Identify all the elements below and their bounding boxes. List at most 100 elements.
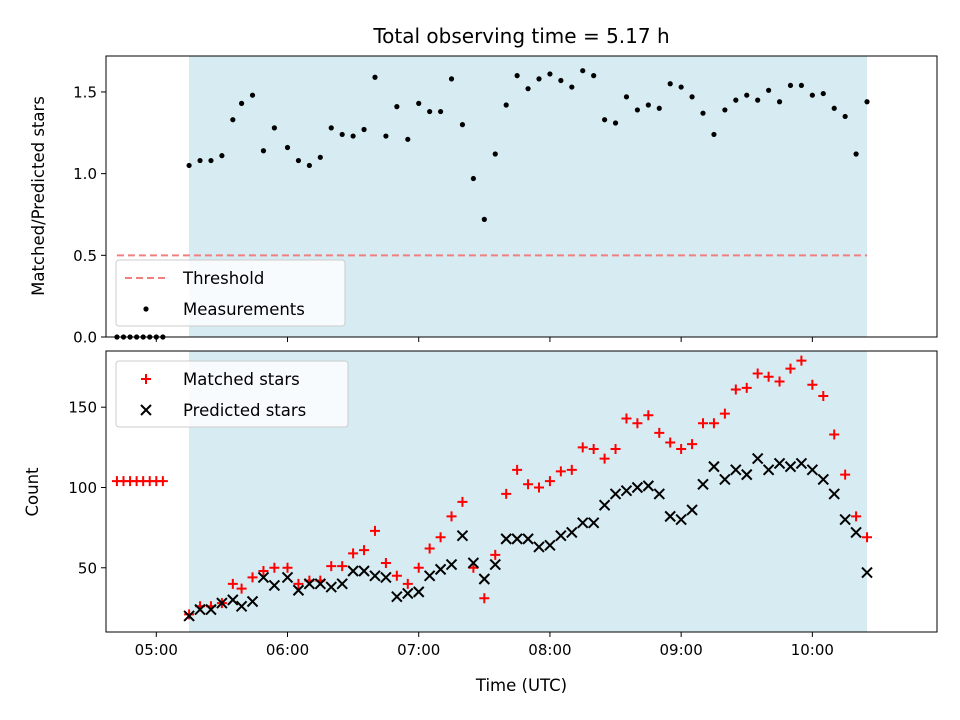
data-point [621,413,632,424]
data-point [730,464,742,476]
x-tick-label: 06:00 [266,641,309,659]
data-point [719,473,731,486]
data-point [785,363,796,374]
data-point [416,100,422,106]
data-point [380,557,391,568]
data-point [391,570,402,581]
data-point [468,562,479,573]
x-tick-label: 05:00 [135,641,178,659]
data-point [828,488,840,500]
data-point [512,464,523,475]
legend-bottom: Matched stars Predicted stars [115,360,349,428]
data-point [372,74,378,80]
data-point [186,162,192,169]
data-point [292,584,305,596]
data-point [809,92,815,98]
data-point [730,384,741,395]
data-point [511,533,523,545]
data-point [643,410,654,421]
data-point [347,565,359,577]
data-point [722,107,728,113]
legend-swatch [143,306,149,312]
data-point [850,526,862,539]
data-point [295,157,302,164]
data-point [842,113,848,120]
data-point [711,131,717,138]
data-point [391,590,403,603]
data-point [536,76,542,82]
axes-frame-top [105,55,938,338]
x-tick-label: 07:00 [397,641,440,659]
data-point [678,84,684,90]
data-point [235,600,248,613]
data-point [807,379,818,390]
y-axis-label-bottom: Count [23,467,42,517]
data-point [503,102,509,108]
data-point [861,566,873,579]
data-point [820,90,826,97]
data-point [864,99,870,105]
series-bottom-0 [111,355,873,620]
data-point [205,603,217,616]
data-point [514,73,520,79]
data-point [337,561,348,572]
data-point [492,151,498,157]
data-point [708,418,719,429]
legend-label: Matched stars [183,370,300,389]
data-point [752,368,763,379]
data-point [544,539,556,551]
data-point [687,439,698,450]
data-point [271,125,277,131]
data-point [238,100,245,106]
data-point [446,511,457,522]
data-point [306,162,312,169]
data-point [840,469,851,480]
data-point [361,126,367,133]
series-top-0 [114,68,870,340]
data-point [501,488,512,499]
data-point [303,578,316,590]
legend-swatch [140,404,152,416]
data-point [741,468,753,481]
data-point [763,371,774,382]
data-point [208,157,214,164]
data-point [774,376,785,387]
data-point [755,97,761,103]
data-point [424,543,435,554]
x-tick-label: 10:00 [791,641,834,659]
data-point [656,105,662,111]
data-point [459,122,466,128]
legend-swatch [141,374,151,384]
data-point [686,504,698,516]
data-point [249,92,256,98]
data-point [402,578,413,589]
data-point [246,595,259,608]
data-point [632,418,643,429]
data-point [853,151,859,157]
data-point [479,593,490,604]
data-point [413,562,424,573]
axes-frame-bottom [105,350,938,633]
legend-label: Predicted stars [183,401,306,420]
data-point [445,558,458,571]
data-point [665,437,676,448]
data-point [862,532,873,543]
data-point [631,481,644,494]
x-axis-label: Time (UTC) [475,676,567,695]
x-tick-label: 09:00 [660,641,703,659]
data-point [348,548,359,559]
data-point [490,549,501,560]
data-point [580,68,586,74]
data-point [467,557,480,569]
data-point [359,545,370,556]
data-point [478,573,491,585]
data-point [558,77,564,84]
data-point [609,488,622,500]
data-point [851,511,862,522]
data-point [281,571,294,584]
data-point [634,107,641,113]
data-point [544,476,555,487]
data-point [676,443,687,454]
y-tick-label: 50 [78,559,97,577]
